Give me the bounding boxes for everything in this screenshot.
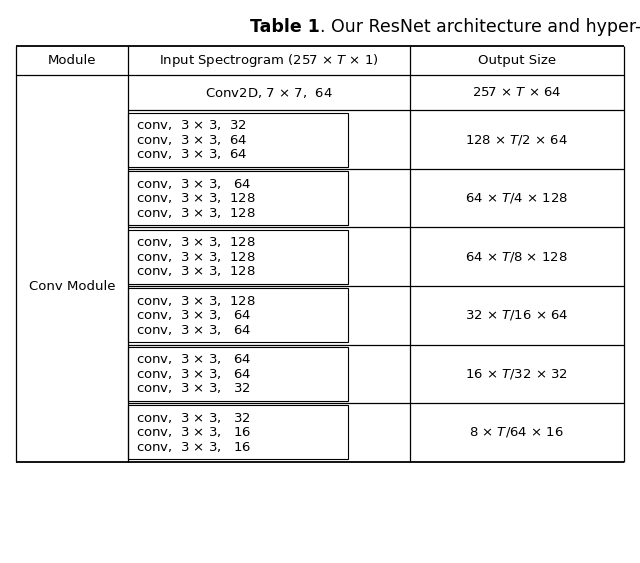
- Bar: [128, 171, 348, 225]
- Bar: [128, 347, 348, 401]
- Text: conv,  3 $\times$ 3,  128: conv, 3 $\times$ 3, 128: [136, 250, 255, 263]
- Text: conv,  3 $\times$ 3,  128: conv, 3 $\times$ 3, 128: [136, 265, 255, 278]
- Text: Conv Module: Conv Module: [29, 279, 115, 293]
- Text: conv,  3 $\times$ 3,  128: conv, 3 $\times$ 3, 128: [136, 235, 255, 249]
- Bar: [128, 288, 348, 342]
- Bar: [128, 113, 348, 167]
- Text: Output Size: Output Size: [477, 54, 556, 68]
- Text: Table 1: Table 1: [250, 18, 320, 36]
- Bar: [128, 405, 348, 459]
- Text: Conv2D, 7 $\times$ 7,  64: Conv2D, 7 $\times$ 7, 64: [205, 86, 333, 100]
- Text: Module: Module: [48, 54, 96, 68]
- Text: conv,  3 $\times$ 3,   64: conv, 3 $\times$ 3, 64: [136, 352, 252, 366]
- Text: conv,  3 $\times$ 3,  64: conv, 3 $\times$ 3, 64: [136, 133, 247, 146]
- Text: conv,  3 $\times$ 3,   32: conv, 3 $\times$ 3, 32: [136, 382, 251, 395]
- Text: conv,  3 $\times$ 3,  128: conv, 3 $\times$ 3, 128: [136, 191, 255, 205]
- Text: . Our ResNet architecture and hyper-parameters.: . Our ResNet architecture and hyper-para…: [320, 18, 640, 36]
- Text: 128 $\times$ $T$/2 $\times$ 64: 128 $\times$ $T$/2 $\times$ 64: [465, 133, 568, 146]
- Text: 32 $\times$ $T$/16 $\times$ 64: 32 $\times$ $T$/16 $\times$ 64: [465, 309, 568, 322]
- Text: 64 $\times$ $T$/4 $\times$ 128: 64 $\times$ $T$/4 $\times$ 128: [465, 191, 568, 205]
- Text: 257 $\times$ $T$ $\times$ 64: 257 $\times$ $T$ $\times$ 64: [472, 86, 561, 100]
- Text: conv,  3 $\times$ 3,  32: conv, 3 $\times$ 3, 32: [136, 118, 246, 132]
- Text: conv,  3 $\times$ 3,   64: conv, 3 $\times$ 3, 64: [136, 367, 252, 381]
- Text: conv,  3 $\times$ 3,   64: conv, 3 $\times$ 3, 64: [136, 177, 252, 190]
- Text: conv,  3 $\times$ 3,   16: conv, 3 $\times$ 3, 16: [136, 426, 251, 439]
- Text: 16 $\times$ $T$/32 $\times$ 32: 16 $\times$ $T$/32 $\times$ 32: [465, 367, 568, 381]
- Bar: [128, 230, 348, 284]
- Text: 64 $\times$ $T$/8 $\times$ 128: 64 $\times$ $T$/8 $\times$ 128: [465, 250, 568, 263]
- Text: conv,  3 $\times$ 3,   64: conv, 3 $\times$ 3, 64: [136, 323, 252, 337]
- Text: Input Spectrogram (257 $\times$ $T$ $\times$ 1): Input Spectrogram (257 $\times$ $T$ $\ti…: [159, 52, 379, 69]
- Text: conv,  3 $\times$ 3,   16: conv, 3 $\times$ 3, 16: [136, 440, 251, 454]
- Text: 8 $\times$ $T$/64 $\times$ 16: 8 $\times$ $T$/64 $\times$ 16: [469, 426, 564, 439]
- Text: conv,  3 $\times$ 3,  128: conv, 3 $\times$ 3, 128: [136, 206, 255, 220]
- Text: conv,  3 $\times$ 3,   32: conv, 3 $\times$ 3, 32: [136, 411, 251, 425]
- Text: conv,  3 $\times$ 3,  64: conv, 3 $\times$ 3, 64: [136, 148, 247, 161]
- Text: conv,  3 $\times$ 3,   64: conv, 3 $\times$ 3, 64: [136, 309, 252, 322]
- Text: conv,  3 $\times$ 3,  128: conv, 3 $\times$ 3, 128: [136, 294, 255, 307]
